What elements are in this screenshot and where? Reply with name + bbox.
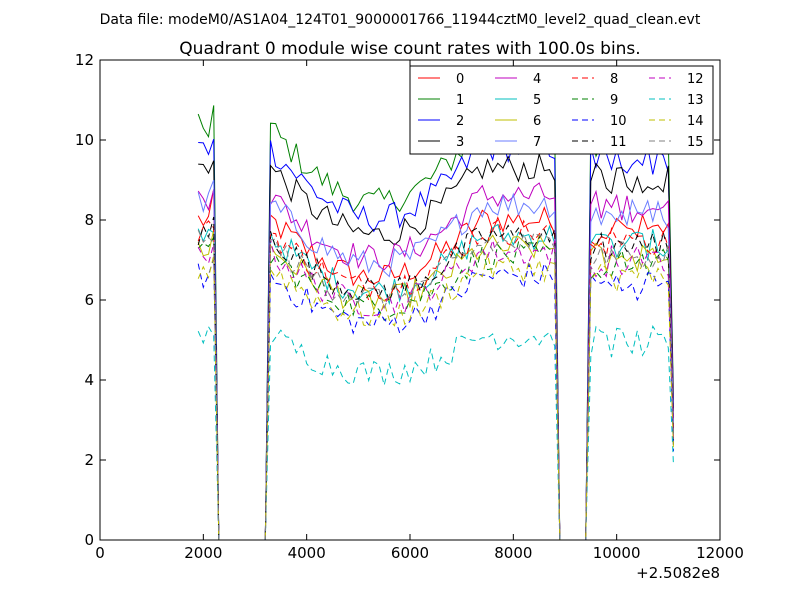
series-line-5 <box>197 223 674 541</box>
series-line-11 <box>197 216 674 541</box>
legend-label-9: 9 <box>610 93 618 108</box>
y-tick-label: 8 <box>84 211 94 229</box>
y-tick-label: 2 <box>84 451 94 469</box>
legend-box <box>409 65 714 155</box>
y-tick-label: 12 <box>75 51 94 69</box>
x-tick-label: 4000 <box>288 544 326 562</box>
legend-label-2: 2 <box>456 114 464 129</box>
y-tick-label: 10 <box>75 131 94 149</box>
legend-label-0: 0 <box>456 72 464 87</box>
x-offset-label: +2.5082e8 <box>636 564 720 582</box>
plot-series-group <box>197 105 674 541</box>
series-line-13 <box>197 325 674 541</box>
legend-label-3: 3 <box>456 135 464 150</box>
series-line-3 <box>198 152 674 541</box>
legend-label-13: 13 <box>687 93 704 108</box>
series-line-15 <box>197 229 674 541</box>
legend-label-5: 5 <box>533 93 541 108</box>
series-line-10 <box>197 258 674 541</box>
legend-label-1: 1 <box>456 93 464 108</box>
series-line-6 <box>197 229 674 541</box>
x-tick-label: 8000 <box>494 544 532 562</box>
legend-label-14: 14 <box>687 114 704 129</box>
legend-label-12: 12 <box>687 72 704 87</box>
legend-label-7: 7 <box>533 135 541 150</box>
y-tick-label: 0 <box>84 531 94 549</box>
legend-label-4: 4 <box>533 72 541 87</box>
x-tick-label: 12000 <box>696 544 744 562</box>
y-tick-label: 6 <box>84 291 94 309</box>
x-tick-label: 6000 <box>391 544 429 562</box>
x-tick-label: 0 <box>95 544 105 562</box>
y-tick-label: 4 <box>84 371 94 389</box>
chart-title: Quadrant 0 module wise count rates with … <box>179 39 640 59</box>
legend-label-8: 8 <box>610 72 618 87</box>
series-line-14 <box>197 253 674 541</box>
series-line-9 <box>197 235 674 541</box>
x-tick-label: 2000 <box>184 544 222 562</box>
legend-label-6: 6 <box>533 114 541 129</box>
legend-label-11: 11 <box>610 135 627 150</box>
figure-suptitle: Data file: modeM0/AS1A04_124T01_90000017… <box>100 12 701 28</box>
series-line-0 <box>197 189 674 541</box>
series-line-4 <box>197 182 674 541</box>
legend-label-15: 15 <box>687 135 704 150</box>
series-line-7 <box>197 179 674 541</box>
legend-label-10: 10 <box>610 114 627 129</box>
x-tick-label: 10000 <box>593 544 641 562</box>
